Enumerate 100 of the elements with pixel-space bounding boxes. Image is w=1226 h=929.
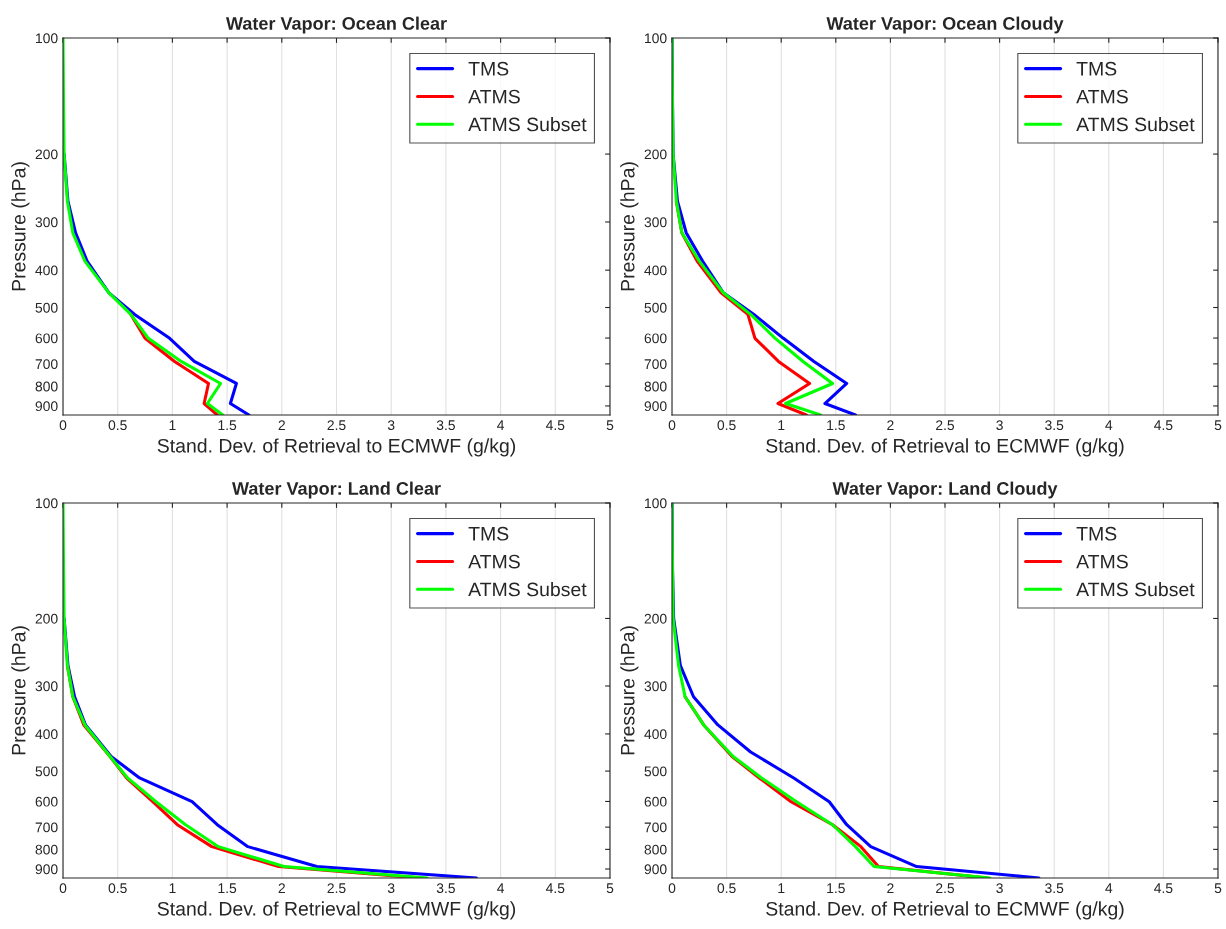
y-tick-label: 300 — [35, 681, 58, 692]
y-tick-label: 100 — [645, 498, 667, 509]
x-tick-label: 5 — [1214, 883, 1222, 894]
legend-label: ATMS Subset — [468, 582, 587, 597]
x-tick-label: 2 — [887, 883, 894, 893]
y-tick-label: 400 — [644, 729, 667, 740]
x-tick-label: 3.5 — [1045, 883, 1064, 894]
y-tick-label: 700 — [35, 359, 58, 370]
x-tick-label: 1 — [169, 883, 176, 893]
legend-label: TMS — [1076, 61, 1117, 76]
x-tick-label: 3 — [996, 883, 1003, 894]
x-tick-label: 4.5 — [1154, 883, 1173, 894]
x-tick-label: 4 — [497, 420, 505, 430]
x-tick-label: 0.5 — [108, 883, 127, 894]
y-tick-label: 900 — [644, 401, 667, 412]
y-tick-label: 100 — [36, 33, 58, 44]
x-tick-label: 1.5 — [827, 883, 845, 894]
y-tick-label: 200 — [644, 613, 667, 624]
x-axis-title: Stand. Dev. of Retrieval to ECMWF (g/kg) — [766, 438, 1124, 457]
y-tick-label: 200 — [35, 149, 58, 160]
x-tick-label: 0 — [59, 883, 67, 894]
x-tick-label: 5 — [606, 420, 614, 431]
legend-label: TMS — [1076, 526, 1117, 541]
legend-label: ATMS — [1076, 554, 1128, 569]
x-tick-label: 3 — [387, 420, 395, 431]
y-tick-label: 800 — [644, 844, 667, 855]
x-tick-label: 5 — [1214, 420, 1222, 431]
chart-title: Water Vapor: Land Clear — [232, 481, 441, 499]
x-tick-label: 2.5 — [936, 883, 955, 894]
y-tick-label: 400 — [35, 265, 58, 276]
y-tick-label: 700 — [35, 822, 58, 833]
x-tick-label: 2.5 — [327, 420, 346, 431]
x-tick-label: 2 — [278, 883, 285, 893]
x-tick-label: 4.5 — [545, 883, 565, 894]
x-tick-label: 4.5 — [545, 420, 565, 431]
x-axis-title: Stand. Dev. of Retrieval to ECMWF (g/kg) — [766, 901, 1124, 920]
x-tick-label: 1.5 — [218, 420, 237, 431]
legend-label: ATMS Subset — [1076, 117, 1195, 132]
x-tick-label: 3.5 — [1045, 420, 1064, 431]
y-tick-label: 300 — [35, 217, 58, 228]
x-tick-label: 0 — [668, 883, 676, 894]
y-axis-title: Pressure (hPa) — [11, 162, 30, 291]
x-tick-label: 1 — [778, 420, 785, 430]
y-tick-label: 200 — [35, 613, 58, 624]
y-tick-label: 800 — [35, 844, 58, 855]
x-tick-label: 0 — [668, 420, 676, 431]
y-tick-label: 400 — [644, 265, 667, 276]
y-tick-label: 300 — [644, 681, 667, 692]
x-tick-label: 3.5 — [436, 420, 455, 431]
y-tick-label: 800 — [644, 381, 667, 392]
y-axis-title: Pressure (hPa) — [620, 626, 639, 755]
y-axis-title: Pressure (hPa) — [11, 626, 30, 755]
y-tick-label: 600 — [644, 796, 667, 807]
x-tick-label: 1.5 — [827, 420, 845, 431]
x-tick-label: 3 — [996, 420, 1003, 431]
y-tick-label: 800 — [35, 381, 58, 392]
x-tick-label: 2 — [887, 420, 894, 430]
x-tick-label: 2 — [278, 420, 285, 430]
x-tick-label: 0 — [59, 420, 67, 431]
legend-label: ATMS — [1076, 89, 1128, 104]
x-axis-title: Stand. Dev. of Retrieval to ECMWF (g/kg) — [157, 901, 516, 920]
x-tick-label: 4 — [1105, 420, 1113, 430]
legend-label: TMS — [468, 526, 509, 541]
y-tick-label: 500 — [644, 302, 667, 313]
y-tick-label: 900 — [644, 864, 667, 875]
x-tick-label: 0.5 — [717, 420, 736, 431]
x-tick-label: 0.5 — [717, 883, 736, 894]
legend-label: ATMS — [468, 89, 520, 104]
chart-title: Water Vapor: Ocean Clear — [225, 16, 447, 34]
x-tick-label: 2.5 — [936, 420, 955, 431]
x-tick-label: 3.5 — [436, 883, 455, 894]
x-tick-label: 2.5 — [327, 883, 346, 894]
y-tick-label: 300 — [644, 217, 667, 228]
y-tick-label: 600 — [644, 333, 667, 344]
y-tick-label: 900 — [35, 864, 58, 875]
x-tick-label: 1 — [169, 420, 176, 430]
chart-title: Water Vapor: Land Cloudy — [832, 481, 1058, 499]
y-tick-label: 100 — [36, 498, 58, 509]
x-tick-label: 4 — [1105, 883, 1113, 893]
x-tick-label: 4.5 — [1154, 420, 1173, 431]
x-tick-label: 1.5 — [218, 883, 237, 894]
y-tick-label: 700 — [644, 359, 667, 370]
legend-label: ATMS Subset — [1076, 582, 1195, 597]
x-tick-label: 5 — [606, 883, 614, 894]
x-tick-label: 1 — [778, 883, 785, 893]
y-tick-label: 600 — [35, 796, 58, 807]
legend-label: TMS — [468, 61, 509, 76]
y-tick-label: 500 — [35, 766, 58, 777]
y-tick-label: 400 — [35, 729, 58, 740]
y-tick-label: 600 — [35, 333, 58, 344]
x-axis-title: Stand. Dev. of Retrieval to ECMWF (g/kg) — [157, 438, 516, 457]
y-tick-label: 500 — [35, 302, 58, 313]
y-tick-label: 100 — [645, 33, 667, 44]
x-tick-label: 0.5 — [108, 420, 127, 431]
y-tick-label: 200 — [644, 149, 667, 160]
chart-title: Water Vapor: Ocean Cloudy — [826, 16, 1064, 34]
y-tick-label: 500 — [644, 766, 667, 777]
legend-label: ATMS — [468, 554, 520, 569]
x-tick-label: 3 — [387, 883, 395, 894]
legend-label: ATMS Subset — [468, 117, 587, 132]
